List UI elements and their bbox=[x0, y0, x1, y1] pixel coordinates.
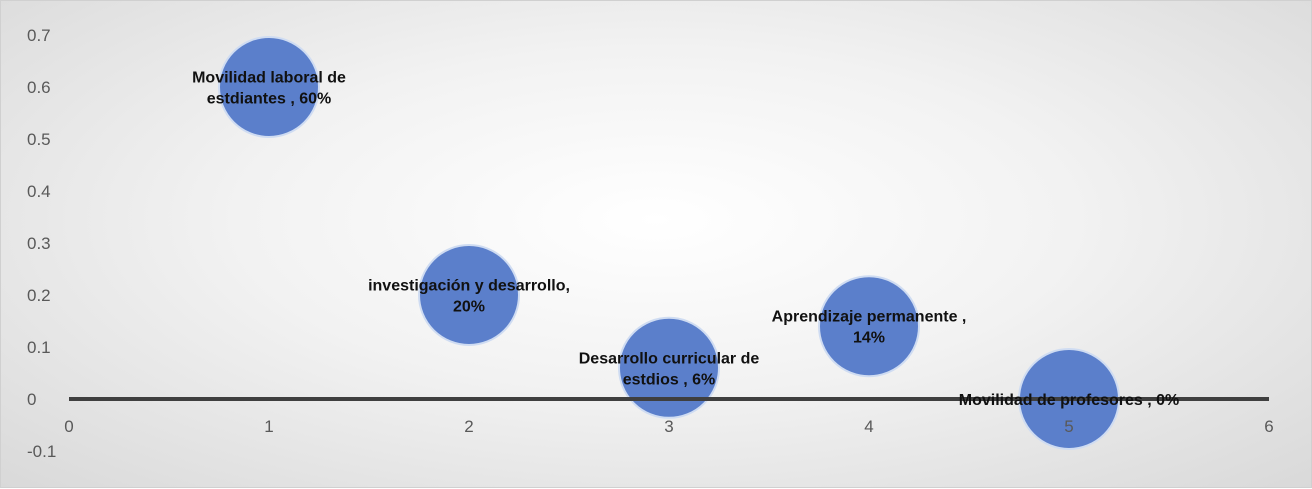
data-label-line: estdios , 6% bbox=[623, 371, 715, 388]
data-label-line: Desarrollo curricular de bbox=[579, 350, 760, 367]
data-label: Desarrollo curricular de estdios , 6% bbox=[579, 350, 760, 388]
x-tick-label: 5 bbox=[1064, 417, 1073, 436]
data-label-line: Movilidad de profesores , 0% bbox=[959, 392, 1180, 409]
bubble-point bbox=[418, 244, 520, 346]
data-labels: Movilidad laboral de estdiantes , 60% inve… bbox=[192, 70, 1179, 410]
x-tick-label: 1 bbox=[264, 417, 273, 436]
y-tick-label: 0.5 bbox=[27, 130, 51, 149]
x-tick-label: 4 bbox=[864, 417, 873, 436]
data-label-line: 14% bbox=[853, 330, 885, 347]
y-tick-label: 0.4 bbox=[27, 182, 51, 201]
data-label: Movilidad de profesores , 0% bbox=[959, 392, 1180, 409]
bubble-point bbox=[618, 316, 720, 419]
data-label: Aprendizaje permanente , 14% bbox=[772, 309, 967, 347]
x-tick-label: 3 bbox=[664, 417, 673, 436]
data-label-line: estdiantes , 60% bbox=[207, 91, 332, 108]
data-label-line: investigación y desarrollo, bbox=[368, 278, 570, 295]
bubbles-layer bbox=[218, 36, 1120, 450]
data-label-line: Movilidad laboral de bbox=[192, 70, 346, 87]
bubble-point bbox=[818, 275, 920, 378]
y-tick-label: 0 bbox=[27, 390, 36, 409]
y-tick-label: 0.3 bbox=[27, 234, 51, 253]
y-axis-ticks: 0.7 0.6 0.5 0.4 0.3 0.2 0.1 0 -0.1 bbox=[27, 26, 56, 461]
x-axis-ticks: 0 1 2 3 4 5 6 bbox=[64, 417, 1273, 436]
y-tick-label: 0.1 bbox=[27, 338, 51, 357]
x-tick-label: 2 bbox=[464, 417, 473, 436]
y-tick-label: -0.1 bbox=[27, 442, 56, 461]
data-label-line: Aprendizaje permanente , bbox=[772, 309, 967, 326]
data-label-line: 20% bbox=[453, 299, 485, 316]
y-tick-label: 0.6 bbox=[27, 78, 51, 97]
data-label: Movilidad laboral de estdiantes , 60% bbox=[192, 70, 346, 108]
y-tick-label: 0.7 bbox=[27, 26, 51, 45]
y-tick-label: 0.2 bbox=[27, 286, 51, 305]
x-tick-label: 0 bbox=[64, 417, 73, 436]
data-label: investigación y desarrollo, 20% bbox=[368, 278, 570, 316]
x-tick-label: 6 bbox=[1264, 417, 1273, 436]
bubble-point bbox=[218, 36, 320, 138]
